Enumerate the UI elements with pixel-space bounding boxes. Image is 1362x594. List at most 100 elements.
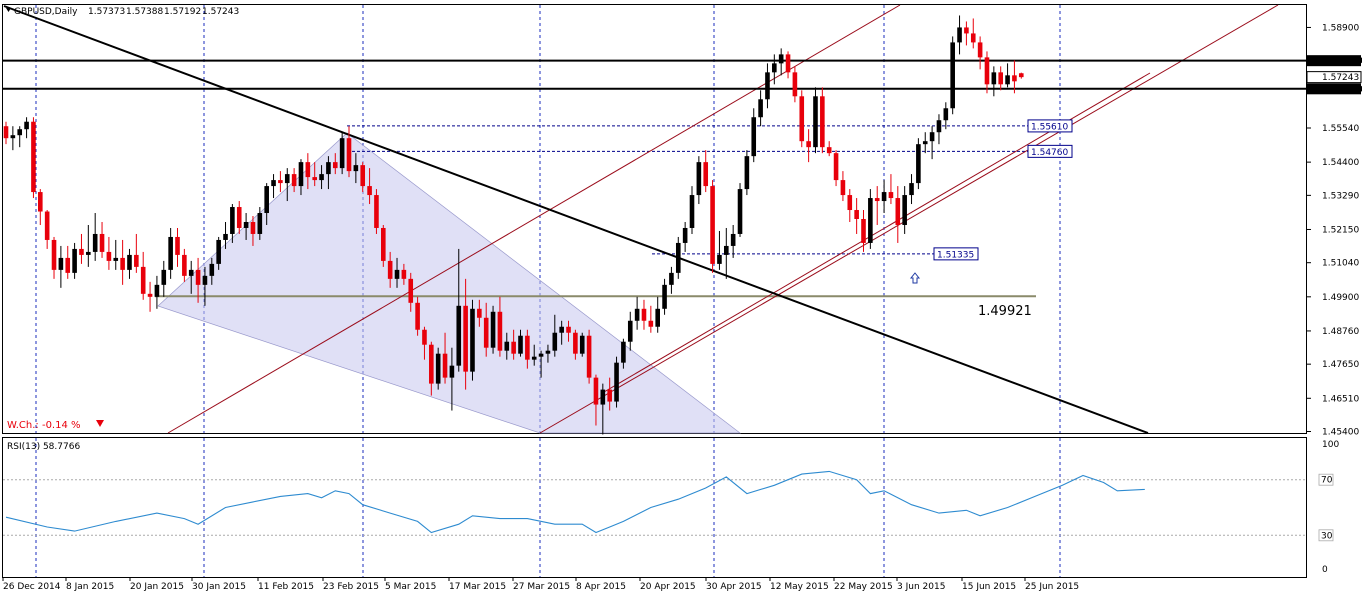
y-tick-label: 1.58900 bbox=[1322, 23, 1359, 33]
candle-body bbox=[724, 245, 729, 255]
chart-objects bbox=[3, 4, 1306, 434]
y-tick-label: 1.51040 bbox=[1322, 259, 1359, 269]
candle-body bbox=[168, 236, 173, 270]
rsi-level-box bbox=[1318, 473, 1334, 486]
candle-body bbox=[840, 180, 846, 196]
ohlc-high: 1.57388 bbox=[126, 7, 163, 17]
candle-body bbox=[909, 183, 914, 196]
candle-body bbox=[820, 96, 825, 148]
candle-body bbox=[24, 121, 29, 130]
candle-body bbox=[1012, 75, 1017, 82]
candle-body bbox=[339, 138, 345, 169]
y-tick-label: 1.49900 bbox=[1322, 293, 1359, 303]
candle-body bbox=[463, 305, 468, 372]
candle-body bbox=[332, 162, 338, 169]
candle-body bbox=[154, 284, 160, 297]
candle-body bbox=[435, 353, 441, 384]
channel-lower-line bbox=[539, 4, 1279, 434]
x-tick-label: 26 Dec 2014 bbox=[3, 582, 61, 592]
rsi-level-label: 70 bbox=[1321, 476, 1333, 486]
x-tick-label: 8 Apr 2015 bbox=[576, 582, 626, 592]
current-price-box bbox=[1306, 71, 1362, 84]
candle-body bbox=[106, 251, 112, 261]
candle-body bbox=[922, 141, 928, 145]
rsi-level-box bbox=[1318, 529, 1334, 542]
candle-body bbox=[874, 198, 880, 202]
candle-body bbox=[703, 162, 709, 187]
descending-trendline bbox=[3, 5, 1149, 434]
time-axis: 26 Dec 2014 8 Jan 2015 20 Jan 2015 30 Jan 2… bbox=[2, 577, 1079, 592]
candle-body bbox=[525, 335, 530, 360]
collapse-arrow-icon[interactable] bbox=[6, 8, 11, 12]
support-price-label: 1.56850 bbox=[1322, 85, 1362, 95]
candle-body bbox=[291, 174, 297, 187]
y-tick-label: 1.45400 bbox=[1322, 428, 1359, 438]
level-label-149921: 1.49921 bbox=[978, 304, 1032, 319]
candle-body bbox=[394, 269, 400, 279]
resistance-price-label-box bbox=[1307, 55, 1361, 67]
x-tick-label: 17 Mar 2015 bbox=[449, 582, 506, 592]
y-tick-label: 1.54400 bbox=[1322, 158, 1359, 168]
candle-body bbox=[10, 135, 16, 139]
candle-body bbox=[44, 211, 50, 240]
candle-body bbox=[847, 195, 853, 211]
x-tick-label: 27 Mar 2015 bbox=[513, 582, 570, 592]
rsi-label: RSI(13) 58.7766 bbox=[7, 442, 80, 452]
candle-body bbox=[3, 126, 9, 139]
candle-body bbox=[250, 221, 256, 234]
candle-body bbox=[175, 236, 180, 255]
x-tick-label: 8 Jan 2015 bbox=[66, 582, 114, 592]
x-tick-label: 15 Jun 2015 bbox=[962, 582, 1016, 592]
candle-body bbox=[477, 308, 482, 318]
candle-body bbox=[641, 308, 647, 321]
candle-body bbox=[717, 254, 722, 264]
current-price-label: 1.57243 bbox=[1322, 73, 1359, 83]
level-label-155610: 1.55610 bbox=[1031, 122, 1068, 132]
candle-body bbox=[730, 233, 736, 246]
candle-body bbox=[195, 269, 201, 285]
channel-upper-line bbox=[167, 4, 901, 434]
rsi-axis-max: 100 bbox=[1322, 440, 1339, 450]
candle-body bbox=[483, 317, 489, 348]
candle-body bbox=[374, 195, 379, 228]
candle-body bbox=[806, 141, 811, 148]
rsi-pane-border bbox=[2, 437, 1307, 578]
candle-body bbox=[99, 233, 105, 252]
candle-body bbox=[31, 121, 36, 193]
candle-body bbox=[470, 308, 475, 372]
x-tick-label: 5 Mar 2015 bbox=[385, 582, 436, 592]
candle-body bbox=[58, 257, 64, 270]
candle-body bbox=[964, 27, 969, 34]
candle-body bbox=[182, 254, 187, 276]
candle-body bbox=[319, 174, 324, 181]
level-labels-group: 1.55610 1.54760 1.51335 1.49921 bbox=[933, 119, 1073, 319]
ohlc-open: 1.57373 bbox=[88, 7, 125, 17]
candle-body bbox=[113, 257, 119, 261]
y-tick-label: 1.52150 bbox=[1322, 225, 1359, 235]
candle-body bbox=[991, 72, 997, 85]
candle-body bbox=[422, 329, 427, 345]
candle-body bbox=[868, 198, 873, 243]
candle-body bbox=[230, 207, 235, 234]
candle-body bbox=[559, 326, 564, 333]
y-tick-label: 1.53290 bbox=[1322, 191, 1359, 201]
y-tick-label: 1.46510 bbox=[1322, 394, 1359, 404]
candle-body bbox=[586, 335, 592, 378]
candle-body bbox=[1005, 75, 1010, 85]
y-tick-label: 1.55540 bbox=[1322, 124, 1359, 134]
candle-body bbox=[916, 144, 921, 184]
candle-body bbox=[902, 195, 907, 225]
candle-body bbox=[449, 365, 455, 378]
candle-body bbox=[381, 227, 386, 261]
candle-body bbox=[627, 320, 633, 342]
candle-body bbox=[655, 308, 660, 327]
candle-body bbox=[161, 269, 167, 285]
candle-body bbox=[936, 120, 942, 133]
candle-body bbox=[65, 257, 71, 273]
x-tick-label: 12 May 2015 bbox=[770, 582, 829, 592]
candle-body bbox=[147, 293, 153, 297]
candle-body bbox=[888, 192, 894, 199]
candle-body bbox=[758, 99, 763, 118]
candle-body bbox=[305, 162, 311, 178]
candle-body bbox=[518, 335, 523, 354]
